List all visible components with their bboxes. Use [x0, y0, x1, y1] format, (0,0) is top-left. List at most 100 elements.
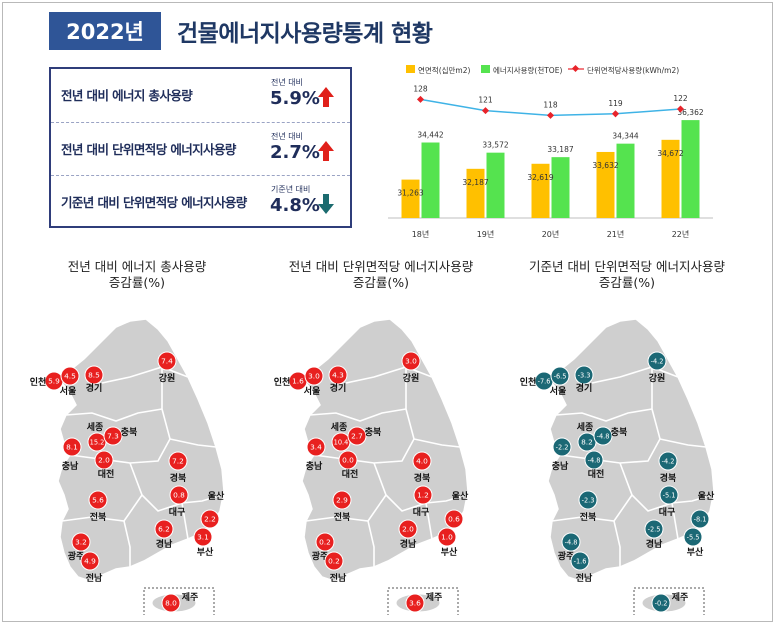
bubble-value-label: -8.1 — [694, 516, 707, 524]
korea-landmass — [301, 318, 469, 582]
bubble-value-label: 3.2 — [75, 538, 87, 547]
region-name-label: 전북 — [580, 511, 597, 523]
value-bubble — [168, 451, 188, 471]
bubble-value-label: 2.2 — [204, 515, 216, 524]
bubble-value-label: 0.8 — [173, 491, 185, 500]
map-unit-change: 1.6 인천 3.0 서울 4.3 경기 3.0 강원 10.4 세종 2.7 충북 3.4 충남 0.0 대… — [256, 255, 506, 615]
region-name-label: 전남 — [86, 572, 103, 584]
value-bubble — [304, 366, 324, 386]
korea-map-total: 5.9인천 4.5 서울 8.5 경기 7.4 강원 15.2 세종7.3 충북 8.1 충남 2.0 대… — [30, 318, 225, 615]
region-name-label: 부산 — [687, 546, 704, 558]
bubble-value-label: -2.3 — [582, 497, 595, 505]
province-border — [305, 494, 387, 522]
value-bubble — [161, 593, 181, 613]
value-bubble — [413, 485, 433, 505]
region-name-label: 세종 — [331, 421, 348, 433]
korea-map-unit: 1.6인천 3.0 서울 4.3 경기 3.0 강원 10.4 세종2.7 충북 3.4 충남 0.0 대… — [274, 318, 469, 615]
value-bubble — [593, 426, 613, 446]
province-border — [309, 408, 407, 422]
bar-energy-use — [616, 143, 635, 218]
bar-label-energy-use: 34,442 — [417, 131, 443, 140]
region-name-label: 전남 — [330, 572, 347, 584]
jeju-inset-box — [633, 587, 705, 615]
bubble-value-label: 0.6 — [448, 515, 460, 524]
bar-label-energy-use: 36,362 — [677, 108, 703, 117]
bar-floor-area — [401, 179, 420, 218]
value-bubble — [62, 437, 82, 457]
bar-label-energy-use: 33,572 — [482, 141, 508, 150]
bubble-value-label: 4.5 — [64, 372, 76, 381]
legend-label: 에너지사용량(천TOE) — [493, 65, 562, 75]
bubble-value-label: 7.2 — [172, 457, 184, 466]
value-bubble — [84, 365, 104, 385]
region-name-label: 전남 — [576, 572, 593, 584]
region-name-label: 인천 — [274, 377, 291, 388]
region-name-label: 제주 — [672, 591, 689, 603]
line-point-unit-usage — [481, 107, 490, 115]
x-tick-label: 22년 — [672, 229, 690, 239]
bubble-value-label: 8.0 — [165, 599, 177, 608]
bubble-value-label: 4.0 — [416, 457, 428, 466]
bar-energy-use — [421, 142, 440, 218]
summary-compare-basis: 전년 대비 — [271, 78, 303, 87]
province-border — [367, 520, 375, 567]
region-name-label: 세종 — [87, 421, 104, 433]
region-name-label: 경북 — [660, 472, 677, 484]
region-name-label: 경남 — [646, 538, 663, 550]
bubble-value-label: 2.9 — [336, 496, 348, 505]
region-name-label: 충북 — [121, 426, 138, 438]
bubble-value-label: 3.4 — [310, 443, 322, 452]
bubble-value-label: 8.2 — [581, 438, 593, 447]
map-title-line2: 증감률(%) — [352, 275, 410, 290]
region-name-label: 제주 — [182, 591, 199, 603]
map-title-line1: 전년 대비 에너지 총사용량 — [67, 259, 207, 274]
region-name-label: 강원 — [159, 372, 176, 384]
region-name-label: 전북 — [334, 511, 351, 523]
bubble-value-label: 3.1 — [197, 533, 209, 542]
value-bubble — [324, 551, 344, 571]
province-border — [425, 502, 433, 540]
value-bubble — [332, 490, 352, 510]
x-tick-label: 21년 — [607, 229, 625, 239]
bubble-value-label: 5.9 — [48, 377, 60, 386]
province-border — [123, 520, 131, 567]
bubble-value-label: -4.8 — [597, 433, 610, 441]
bar-energy-use — [681, 120, 700, 218]
region-name-label: 광주 — [68, 550, 85, 562]
bubble-value-label: 10.4 — [334, 439, 349, 447]
value-bubble — [306, 437, 326, 457]
region-name-label: 경기 — [576, 382, 593, 394]
line-label-unit-usage: 121 — [478, 96, 493, 105]
korea-landmass — [57, 318, 225, 582]
region-name-label: 충북 — [611, 426, 628, 438]
value-bubble — [169, 485, 189, 505]
bubble-value-label: 7.4 — [161, 357, 173, 366]
region-name-label: 강원 — [649, 372, 666, 384]
province-border — [101, 366, 189, 384]
region-name-label: 울산 — [452, 490, 469, 502]
value-bubble — [398, 519, 418, 539]
region-name-label: 세종 — [577, 421, 594, 433]
region-name-label: 광주 — [558, 550, 575, 562]
map-title-line2: 증감률(%) — [108, 275, 166, 290]
bubble-value-label: 1.2 — [417, 491, 429, 500]
bar-label-energy-use: 34,344 — [612, 132, 638, 141]
value-bubble — [644, 519, 664, 539]
region-name-label: 대전 — [98, 468, 115, 480]
province-border — [61, 494, 143, 522]
bar-label-floor-area: 34,672 — [657, 149, 683, 158]
annual-trend-chart: 연면적(십만m2) 에너지사용량(천TOE) 단위면적당사용량(kWh/m2) 31,… — [378, 55, 718, 245]
region-name-label: 경남 — [400, 538, 417, 550]
region-name-label: 충남 — [306, 460, 323, 472]
region-name-label: 경기 — [86, 382, 103, 394]
region-name-label: 대구 — [413, 506, 430, 518]
value-bubble — [94, 450, 114, 470]
bar-label-floor-area: 33,632 — [592, 161, 618, 170]
region-name-label: 충북 — [365, 426, 382, 438]
region-name-label: 경기 — [330, 382, 347, 394]
region-name-label: 충남 — [552, 460, 569, 472]
value-bubble — [584, 450, 604, 470]
region-name-label: 부산 — [197, 546, 214, 558]
bubble-value-label: -0.2 — [655, 600, 668, 608]
summary-box: 전년 대비 에너지 총사용량 전년 대비 5.9% 전년 대비 단위면적당 에너… — [49, 67, 352, 228]
